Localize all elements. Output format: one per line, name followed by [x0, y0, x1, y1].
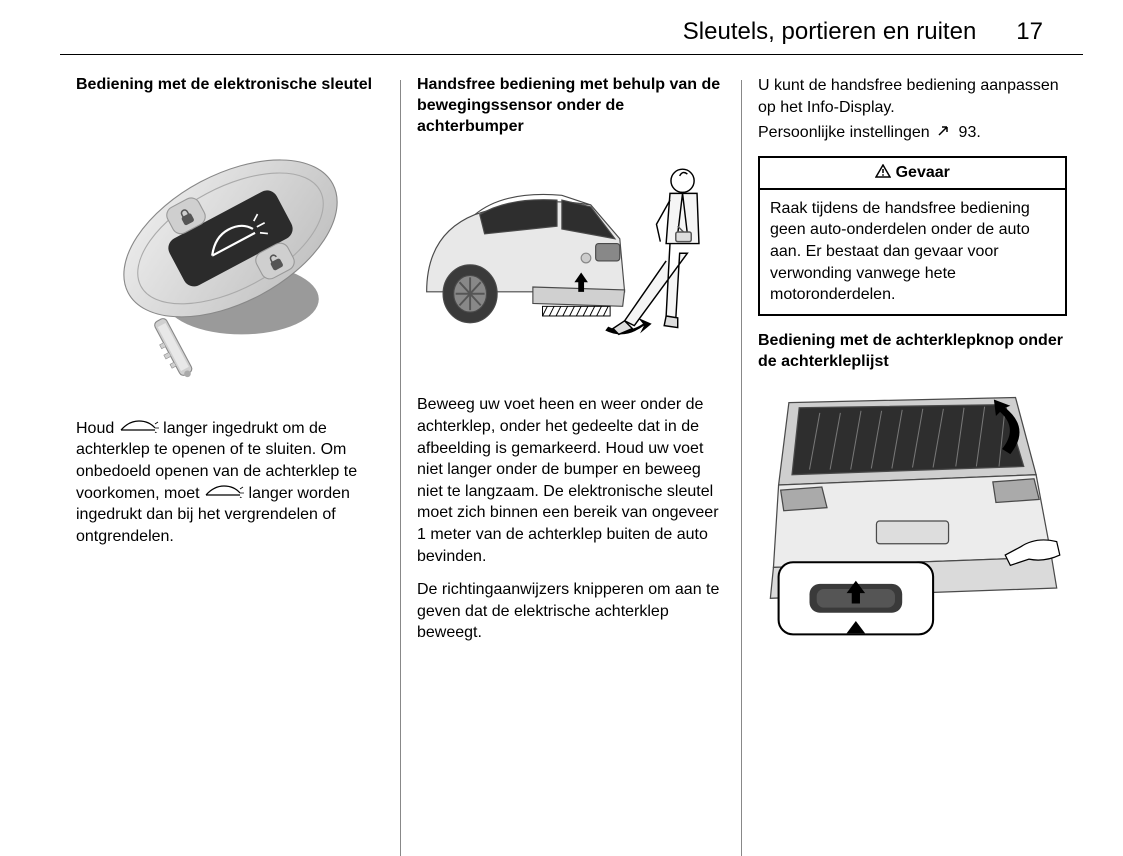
col1-heading: Bediening met de elektronische sleutel: [76, 75, 385, 96]
warning-triangle-icon: [875, 164, 891, 181]
col2-para2: De richtingaanwijzers knipperen om aan t…: [417, 579, 726, 644]
danger-callout-title: Gevaar: [760, 158, 1065, 190]
header-title: Sleutels, portieren en ruiten: [683, 18, 977, 46]
danger-callout-body: Raak tijdens de handsfree bediening geen…: [760, 190, 1065, 314]
car-outline-icon: [119, 418, 159, 440]
column-2: Handsfree bediening met behulp van de be…: [401, 75, 742, 656]
col1-para1a: Houd: [76, 420, 119, 437]
col3-para2b: 93.: [954, 124, 981, 141]
col3-para2: Persoonlijke instellingen 93.: [758, 122, 1067, 144]
page-header: Sleutels, portieren en ruiten 17: [60, 0, 1083, 55]
content-columns: Bediening met de elektronische sleutel: [0, 55, 1123, 676]
col1-para1: Houd langer ingedrukt om de achterklep t…: [76, 418, 385, 548]
col3-para2a: Persoonlijke instellingen: [758, 124, 934, 141]
col2-heading: Handsfree bediening met behulp van de be…: [417, 75, 726, 137]
handsfree-image: [417, 147, 726, 369]
danger-callout: Gevaar Raak tijdens de handsfree bedieni…: [758, 156, 1067, 316]
col3-heading2: Bediening met de achterklepknop onder de…: [758, 331, 1067, 373]
car-outline-icon-2: [204, 483, 244, 505]
column-3: U kunt de handsfree bediening aanpassen …: [742, 75, 1083, 656]
tailgate-button-image: [758, 382, 1067, 640]
danger-title-text: Gevaar: [896, 164, 950, 181]
reference-arrow-icon: [937, 122, 951, 144]
page-number: 17: [1016, 18, 1043, 46]
col2-para1: Beweeg uw voet heen en weer onder de ach…: [417, 394, 726, 567]
column-1: Bediening met de elektronische sleutel: [60, 75, 401, 656]
col3-para1: U kunt de handsfree bediening aanpassen …: [758, 75, 1067, 118]
key-fob-image: [76, 106, 385, 393]
